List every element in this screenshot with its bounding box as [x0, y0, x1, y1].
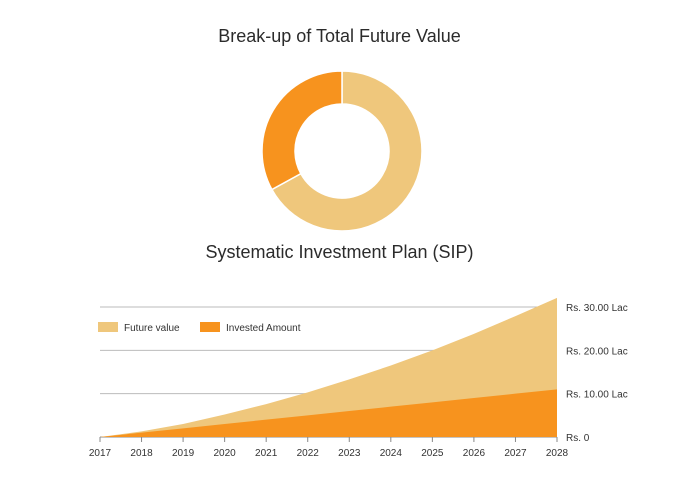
x-tick-label: 2019 — [172, 448, 195, 459]
donut-chart — [261, 70, 423, 232]
x-tick-label: 2018 — [130, 448, 153, 459]
x-tick-label: 2022 — [297, 448, 320, 459]
legend-item-future-value[interactable]: Future value — [98, 322, 180, 334]
y-tick-label: Rs. 20.00 Lac — [566, 346, 628, 357]
x-tick-label: 2024 — [380, 448, 403, 459]
legend-swatch — [98, 322, 118, 332]
x-tick-label: 2023 — [338, 448, 361, 459]
x-tick-label: 2017 — [89, 448, 112, 459]
legend[interactable]: Future value Invested Amount — [98, 322, 301, 334]
donut-slice-future-value[interactable] — [270, 70, 423, 232]
donut-slices — [261, 70, 423, 232]
area-chart: Rs. 0 Rs. 10.00 Lac Rs. 20.00 Lac Rs. 30.00… — [89, 297, 628, 459]
y-tick-label: Rs. 0 — [566, 433, 590, 444]
y-tick-label: Rs. 30.00 Lac — [566, 303, 628, 314]
donut-chart-title: Break-up of Total Future Value — [218, 26, 461, 46]
y-tick-label: Rs. 10.00 Lac — [566, 390, 628, 401]
legend-item-invested-amount[interactable]: Invested Amount — [200, 322, 301, 334]
legend-label: Future value — [124, 323, 180, 334]
donut-slice-invested-amount[interactable] — [261, 70, 343, 191]
area-chart-title: Systematic Investment Plan (SIP) — [205, 242, 474, 262]
x-tick-label: 2027 — [504, 448, 527, 459]
x-tick-label: 2021 — [255, 448, 278, 459]
area-series — [100, 297, 557, 437]
legend-swatch — [200, 322, 220, 332]
x-axis: 2017 2018 2019 2020 2021 2022 2023 2024 2025 2026… — [89, 437, 569, 459]
x-tick-label: 2025 — [421, 448, 444, 459]
x-tick-label: 2026 — [463, 448, 486, 459]
x-tick-label: 2020 — [214, 448, 237, 459]
legend-label: Invested Amount — [226, 323, 301, 334]
x-tick-label: 2028 — [546, 448, 569, 459]
y-axis-labels: Rs. 0 Rs. 10.00 Lac Rs. 20.00 Lac Rs. 30.00… — [566, 303, 628, 444]
